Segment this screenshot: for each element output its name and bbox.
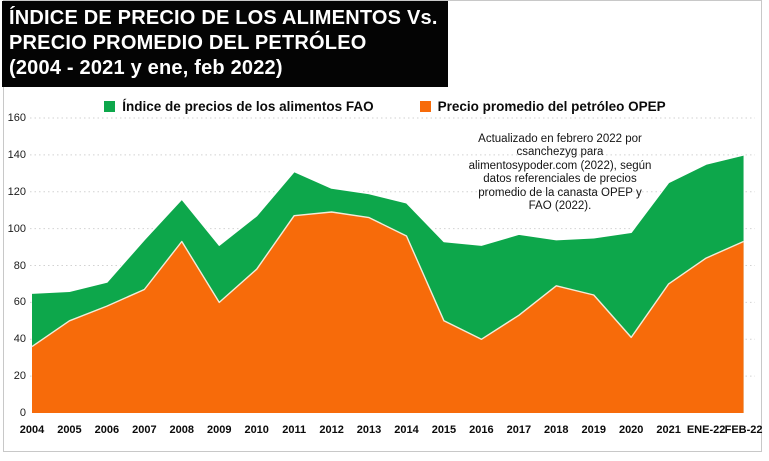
source-annotation-line-4: datos referenciales de precios bbox=[483, 173, 637, 186]
x-axis-label-2019: 2019 bbox=[581, 424, 606, 436]
x-axis-label-2012: 2012 bbox=[319, 424, 344, 436]
source-annotation-line-5: promedio de la canasta OPEP y bbox=[478, 186, 642, 199]
y-axis-label-60: 60 bbox=[13, 296, 26, 309]
source-annotation-line-1: Actualizado en febrero 2022 por bbox=[478, 133, 642, 145]
chart-title-line-3: (2004 - 2021 y ene, feb 2022) bbox=[9, 57, 283, 79]
x-axis-label-2008: 2008 bbox=[169, 424, 195, 436]
x-axis-label-2010: 2010 bbox=[244, 424, 269, 436]
source-annotation-line-3: alimentosypoder.com (2022), según bbox=[468, 159, 652, 172]
opep-legend-swatch-icon bbox=[419, 100, 431, 112]
fao-legend-swatch-icon bbox=[104, 100, 116, 112]
x-axis-label-2020: 2020 bbox=[618, 424, 644, 436]
x-axis-label-2004: 2004 bbox=[19, 424, 45, 436]
y-axis-label-120: 120 bbox=[7, 185, 26, 198]
chart-title: ÍNDICE DE PRECIO DE LOS ALIMENTOS Vs. PR… bbox=[2, 1, 448, 87]
chart-title-line-1: ÍNDICE DE PRECIO DE LOS ALIMENTOS Vs. bbox=[9, 7, 438, 29]
y-axis-label-40: 40 bbox=[13, 333, 26, 346]
x-axis-label-2014: 2014 bbox=[394, 424, 419, 436]
y-axis-label-80: 80 bbox=[13, 259, 26, 272]
y-axis-label-140: 140 bbox=[7, 148, 26, 161]
source-annotation-line-2: csanchezyg para bbox=[516, 146, 604, 159]
source-annotation-line-6: FAO (2022). bbox=[528, 200, 592, 213]
chart-title-line-2: PRECIO PROMEDIO DEL PETRÓLEO bbox=[9, 32, 367, 54]
x-axis-label-2021: 2021 bbox=[656, 424, 681, 436]
legend-item-opep: Precio promedio del petróleo OPEP bbox=[419, 98, 666, 114]
x-axis-label-2009: 2009 bbox=[207, 424, 232, 436]
opep-area bbox=[32, 212, 744, 413]
opep-area-edge bbox=[31, 211, 744, 348]
opep-legend-label: Precio promedio del petróleo OPEP bbox=[437, 98, 666, 114]
fao-legend-label: Índice de precios de los alimentos FAO bbox=[122, 98, 374, 114]
y-axis-label-160: 160 bbox=[7, 112, 26, 124]
legend: Índice de precios de los alimentos FAO P… bbox=[30, 96, 740, 116]
x-axis-label-2013: 2013 bbox=[356, 424, 382, 436]
y-axis-label-100: 100 bbox=[7, 222, 26, 235]
x-axis-label-ENE-22: ENE-22 bbox=[686, 424, 726, 436]
x-axis-label-2018: 2018 bbox=[544, 424, 569, 436]
x-axis-label-2016: 2016 bbox=[469, 424, 494, 436]
legend-item-fao: Índice de precios de los alimentos FAO bbox=[104, 98, 374, 114]
source-annotation: Actualizado en febrero 2022 por csanchezy… bbox=[420, 133, 700, 213]
x-axis-label-2015: 2015 bbox=[431, 424, 457, 436]
x-axis-label-FEB-22: FEB-22 bbox=[724, 424, 763, 436]
y-axis-label-20: 20 bbox=[13, 370, 26, 383]
fao-area-edge bbox=[31, 154, 744, 294]
x-axis-label-2007: 2007 bbox=[132, 424, 157, 436]
x-axis-label-2005: 2005 bbox=[57, 424, 82, 436]
x-axis-label-2006: 2006 bbox=[94, 424, 120, 436]
x-axis-label-2011: 2011 bbox=[282, 424, 307, 436]
y-axis-label-0: 0 bbox=[19, 407, 26, 419]
x-axis-label-2017: 2017 bbox=[506, 424, 532, 436]
